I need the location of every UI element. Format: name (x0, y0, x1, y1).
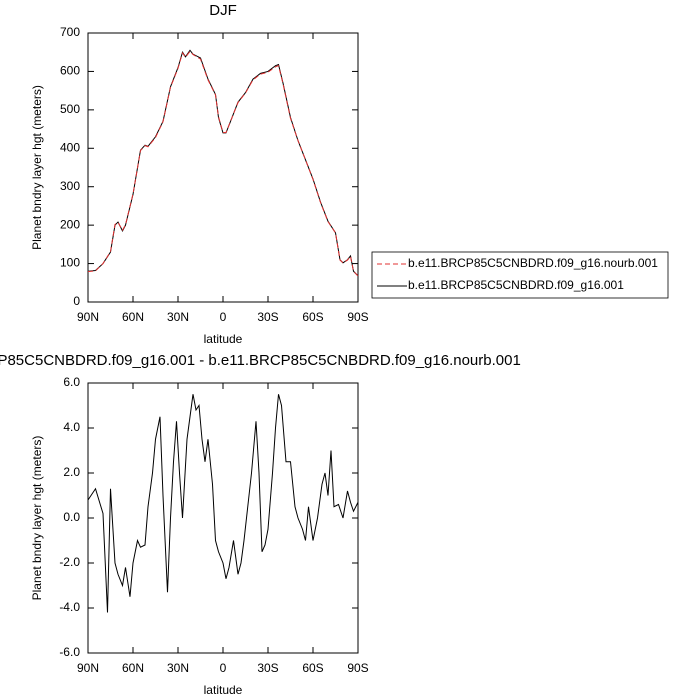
legend-label: b.e11.BRCP85C5CNBDRD.f09_g16.001 (408, 278, 624, 292)
y-tick-label: 6.0 (63, 375, 80, 389)
legend-box (371, 251, 669, 299)
x-tick-label: 90S (347, 310, 368, 324)
x-tick-label: 30S (257, 661, 278, 675)
y-tick-label: 400 (60, 140, 80, 154)
chart-title: DJF (209, 2, 237, 19)
x-tick-label: 60N (122, 310, 144, 324)
plot-frame (87, 32, 359, 303)
data-line (87, 49, 359, 277)
x-tick-label: 60S (302, 661, 323, 675)
y-tick-label: -2.0 (59, 555, 80, 569)
y-tick-label: -4.0 (59, 600, 80, 614)
x-tick-label: 60N (122, 661, 144, 675)
x-tick-label: 0 (220, 661, 227, 675)
x-tick-label: 90N (77, 310, 99, 324)
x-tick-label: 30S (257, 310, 278, 324)
y-tick-label: 0 (73, 294, 80, 308)
data-line (87, 394, 359, 613)
y-tick-label: 4.0 (63, 420, 80, 434)
x-tick-label: 90S (347, 661, 368, 675)
y-tick-label: 300 (60, 179, 80, 193)
y-tick-label: 2.0 (63, 465, 80, 479)
x-tick-label: 90N (77, 661, 99, 675)
legend-label: b.e11.BRCP85C5CNBDRD.f09_g16.nourb.001 (408, 256, 658, 270)
y-tick-label: 500 (60, 102, 80, 116)
data-line (87, 50, 359, 277)
y-tick-label: 700 (60, 25, 80, 39)
x-axis-label: latitude (204, 683, 243, 697)
x-tick-label: 60S (302, 310, 323, 324)
x-tick-label: 0 (220, 310, 227, 324)
y-tick-label: 200 (60, 217, 80, 231)
y-tick-label: 100 (60, 256, 80, 270)
x-tick-label: 30N (167, 661, 189, 675)
y-axis-label: Planet bndry layer hgt (meters) (30, 85, 44, 250)
y-tick-label: -6.0 (59, 645, 80, 659)
x-axis-label: latitude (204, 332, 243, 346)
chart-title: b.e11.BRCP85C5CNBDRD.f09_g16.001 - b.e11… (0, 352, 521, 369)
y-tick-label: 0.0 (63, 510, 80, 524)
x-tick-label: 30N (167, 310, 189, 324)
y-axis-label: Planet bndry layer hgt (meters) (30, 436, 44, 601)
y-tick-label: 600 (60, 64, 80, 78)
